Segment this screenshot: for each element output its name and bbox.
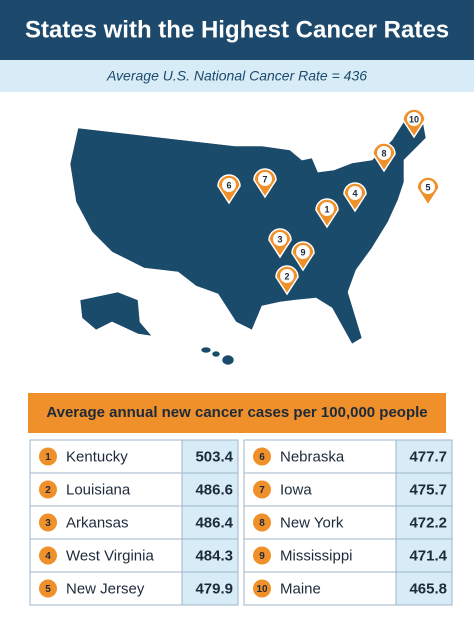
rank-badge bbox=[253, 579, 271, 598]
rate-value: 484.3 bbox=[195, 547, 233, 564]
rate-value: 465.8 bbox=[409, 580, 447, 597]
state-name: Mississippi bbox=[280, 547, 353, 564]
map-pin-center bbox=[222, 178, 236, 192]
rate-value: 475.7 bbox=[409, 481, 447, 498]
table-title: Average annual new cancer cases per 100,… bbox=[46, 404, 427, 421]
value-cell bbox=[181, 505, 239, 540]
rate-value: 477.7 bbox=[409, 448, 447, 465]
rank-badge bbox=[39, 579, 57, 598]
map-pin-rank: 1 bbox=[324, 204, 329, 214]
rank-badge bbox=[39, 447, 57, 466]
map-pin-rank: 9 bbox=[300, 247, 305, 257]
rank-badge bbox=[39, 546, 57, 565]
state-name: West Virginia bbox=[66, 547, 154, 564]
state-name: Louisiana bbox=[66, 481, 131, 498]
map-pin-rank: 10 bbox=[409, 114, 419, 124]
map-pin-center bbox=[280, 269, 294, 283]
map-pin-rank: 8 bbox=[381, 148, 386, 158]
rank: 6 bbox=[259, 452, 265, 463]
rate-value: 486.6 bbox=[195, 481, 233, 498]
rate-value: 486.4 bbox=[195, 514, 233, 531]
state-name: Nebraska bbox=[280, 448, 345, 465]
rank: 7 bbox=[259, 485, 265, 496]
rank-badge bbox=[39, 513, 57, 532]
table-header-bar bbox=[28, 393, 446, 433]
map-pin-rank: 5 bbox=[425, 182, 430, 192]
rank-badge bbox=[253, 480, 271, 499]
state-name: Maine bbox=[280, 580, 321, 597]
rate-value: 472.2 bbox=[409, 514, 447, 531]
value-cell bbox=[181, 472, 239, 507]
rank: 9 bbox=[259, 551, 265, 562]
rank-badge bbox=[253, 546, 271, 565]
map-pin-rank: 3 bbox=[277, 234, 282, 244]
map-pin-rank: 2 bbox=[284, 271, 289, 281]
rate-value: 471.4 bbox=[409, 547, 447, 564]
map-pin-center bbox=[296, 245, 310, 259]
value-cell bbox=[181, 538, 239, 573]
rank-badge bbox=[39, 480, 57, 499]
title-bar bbox=[0, 0, 474, 60]
map-pin-rank: 6 bbox=[226, 180, 231, 190]
rank: 2 bbox=[45, 485, 51, 496]
value-cell bbox=[395, 538, 453, 573]
map-pin-center bbox=[407, 112, 421, 126]
value-cell bbox=[181, 571, 239, 606]
map-pin-center bbox=[258, 172, 272, 186]
map-markers: 1 2 3 4 5 6 7 8 9 10 bbox=[217, 108, 440, 296]
map-pin-center bbox=[320, 202, 334, 216]
state-name: Arkansas bbox=[66, 514, 129, 531]
value-cell bbox=[395, 505, 453, 540]
value-cell bbox=[395, 571, 453, 606]
us-map bbox=[69, 111, 427, 366]
rank: 8 bbox=[259, 518, 265, 529]
state-name: Iowa bbox=[280, 481, 312, 498]
subtitle-band bbox=[0, 60, 474, 92]
map-pin-rank: 7 bbox=[262, 174, 267, 184]
rank: 10 bbox=[256, 584, 268, 595]
title: States with the Highest Cancer Rates bbox=[25, 16, 449, 43]
rank: 3 bbox=[45, 518, 51, 529]
rank: 1 bbox=[45, 452, 51, 463]
map-pin-rank: 4 bbox=[352, 188, 357, 198]
rank-badge bbox=[253, 447, 271, 466]
rank: 4 bbox=[45, 551, 51, 562]
map-pin-center bbox=[421, 180, 435, 194]
rank: 5 bbox=[45, 584, 51, 595]
state-name: New Jersey bbox=[66, 580, 145, 597]
rank-badge bbox=[253, 513, 271, 532]
rate-value: 479.9 bbox=[195, 580, 233, 597]
map-pin-center bbox=[273, 232, 287, 246]
map-pin-center bbox=[348, 186, 362, 200]
table-body: 1 Kentucky 503.42 Louisiana 486.63 Arkansas 48… bbox=[29, 439, 453, 606]
value-cell bbox=[395, 439, 453, 474]
rate-value: 503.4 bbox=[195, 448, 233, 465]
state-name: Kentucky bbox=[66, 448, 128, 465]
subtitle: Average U.S. National Cancer Rate = 436 bbox=[106, 68, 367, 84]
map-pin-center bbox=[377, 146, 391, 160]
state-name: New York bbox=[280, 514, 344, 531]
